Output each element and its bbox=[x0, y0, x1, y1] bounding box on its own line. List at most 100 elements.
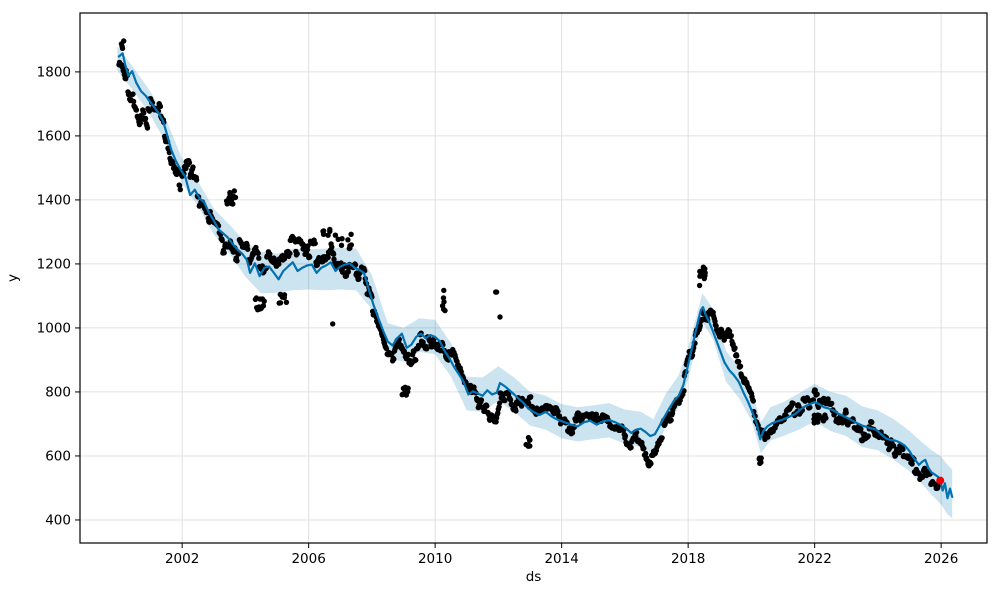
observation-dot bbox=[909, 461, 915, 467]
outlier-dot bbox=[223, 198, 230, 204]
observation-dot bbox=[750, 398, 756, 404]
outlier-dot bbox=[400, 385, 407, 392]
observation-dot bbox=[807, 404, 813, 411]
outlier-dot bbox=[119, 45, 126, 52]
observation-dot bbox=[256, 255, 262, 261]
observation-dot bbox=[736, 358, 742, 365]
observation-dot bbox=[790, 400, 796, 407]
observation-dot bbox=[825, 396, 831, 402]
outlier-dot bbox=[283, 299, 290, 305]
observation-dot bbox=[177, 186, 183, 193]
observation-dot bbox=[234, 258, 240, 264]
outlier-dot bbox=[345, 237, 351, 243]
outlier-dot bbox=[493, 289, 500, 295]
observation-dot bbox=[478, 397, 485, 403]
observation-dot bbox=[330, 251, 337, 257]
x-tick-label: 2002 bbox=[165, 551, 199, 567]
observation-dot bbox=[732, 345, 738, 351]
observation-dot bbox=[502, 397, 508, 404]
outlier-dot bbox=[441, 287, 447, 294]
outlier-dot bbox=[228, 194, 234, 200]
outlier-dot bbox=[281, 294, 287, 301]
observation-dot bbox=[681, 388, 687, 394]
observation-dot bbox=[130, 98, 137, 105]
observation-dot bbox=[312, 240, 318, 247]
observation-dot bbox=[307, 254, 313, 260]
y-tick-label: 400 bbox=[45, 512, 71, 528]
observation-dot bbox=[496, 400, 503, 406]
outlier-dot bbox=[815, 419, 821, 425]
x-tick-label: 2010 bbox=[418, 551, 452, 567]
highlight-dot bbox=[936, 476, 945, 485]
uncertainty-band-area bbox=[117, 46, 953, 519]
outlier-dot bbox=[441, 306, 447, 313]
outlier-dot bbox=[697, 273, 703, 279]
observation-dot bbox=[141, 110, 147, 116]
outlier-dot bbox=[332, 232, 339, 238]
outlier-dot bbox=[526, 437, 533, 443]
y-tick-label: 600 bbox=[45, 448, 71, 464]
outlier-dot bbox=[255, 307, 261, 313]
observation-dot bbox=[865, 433, 871, 439]
outlier-dot bbox=[257, 296, 263, 302]
observation-dot bbox=[726, 328, 733, 334]
observation-dot bbox=[507, 397, 514, 403]
outlier-dot bbox=[756, 456, 762, 462]
observation-dot bbox=[734, 353, 740, 359]
y-tick-label: 800 bbox=[45, 384, 71, 400]
observation-dot bbox=[858, 426, 864, 432]
axes: 2002 2006 2010 2014 2018 2022 2026 400 600 800 100… bbox=[5, 12, 988, 585]
observation-dot bbox=[555, 408, 561, 414]
y-tick-label: 1400 bbox=[37, 192, 71, 208]
observation-dot bbox=[176, 182, 183, 189]
observation-dot bbox=[345, 269, 351, 275]
observation-dot bbox=[843, 410, 849, 416]
outlier-dot bbox=[277, 291, 283, 298]
observation-dot bbox=[314, 262, 320, 268]
x-tick-label: 2026 bbox=[924, 551, 958, 567]
observation-dot bbox=[593, 411, 599, 417]
highlight-point bbox=[936, 476, 945, 485]
observation-dot bbox=[737, 363, 744, 369]
outlier-dot bbox=[823, 415, 829, 421]
observation-dot bbox=[325, 254, 331, 261]
observation-dot bbox=[144, 125, 151, 131]
observation-dot bbox=[569, 430, 576, 436]
observation-dot bbox=[157, 103, 164, 110]
y-tick-label: 1600 bbox=[37, 128, 71, 144]
observation-dot bbox=[697, 323, 703, 329]
observation-dot bbox=[339, 269, 346, 275]
y-axis-label: y bbox=[5, 274, 21, 282]
outlier-dot bbox=[231, 188, 237, 194]
plot-frame bbox=[79, 12, 988, 544]
observation-dot bbox=[641, 445, 647, 452]
outlier-dot bbox=[335, 236, 341, 242]
observation-dot bbox=[383, 345, 390, 352]
observation-dot bbox=[219, 237, 225, 243]
uncertainty-band bbox=[117, 46, 953, 519]
observation-dot bbox=[829, 400, 835, 407]
outlier-dot bbox=[276, 300, 282, 306]
observation-dot bbox=[391, 356, 397, 362]
observation-dot bbox=[513, 408, 519, 414]
observation-dot bbox=[528, 394, 534, 400]
observation-dot bbox=[869, 419, 875, 425]
observation-dot bbox=[287, 250, 293, 257]
outlier-dot bbox=[328, 241, 334, 247]
y-tick-label: 1200 bbox=[37, 256, 71, 272]
observation-dot bbox=[276, 261, 282, 267]
outlier-dot bbox=[260, 303, 267, 309]
outlier-dot bbox=[261, 298, 267, 304]
observation-dot bbox=[245, 246, 251, 252]
observation-dot bbox=[628, 444, 634, 451]
observation-dot bbox=[424, 346, 430, 352]
forecast-line bbox=[117, 52, 954, 500]
x-axis-label: ds bbox=[526, 569, 542, 585]
observation-dot bbox=[193, 177, 200, 183]
observation-dot bbox=[294, 251, 300, 257]
y-tick-label: 1800 bbox=[37, 64, 71, 80]
outlier-dot bbox=[228, 200, 235, 207]
outlier-dot bbox=[321, 228, 327, 234]
observation-dot bbox=[668, 417, 674, 423]
